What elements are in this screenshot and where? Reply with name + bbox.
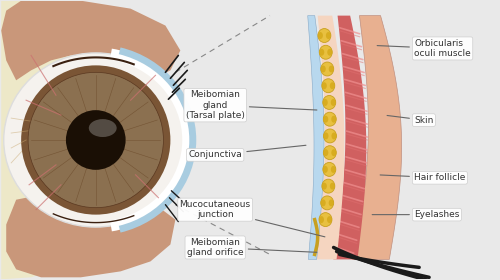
Ellipse shape: [324, 129, 336, 143]
Text: Mucocutaneous
junction: Mucocutaneous junction: [180, 200, 325, 237]
Text: Hair follicle: Hair follicle: [380, 173, 466, 182]
Ellipse shape: [318, 32, 323, 39]
Ellipse shape: [323, 95, 336, 109]
Ellipse shape: [328, 199, 334, 206]
Ellipse shape: [331, 166, 336, 173]
Ellipse shape: [318, 29, 331, 43]
Ellipse shape: [322, 82, 327, 89]
Ellipse shape: [324, 116, 328, 123]
Text: Eyelashes: Eyelashes: [372, 210, 460, 219]
Ellipse shape: [328, 66, 334, 73]
Ellipse shape: [319, 213, 332, 227]
Text: Orbicularis
oculi muscle: Orbicularis oculi muscle: [377, 39, 471, 58]
Ellipse shape: [332, 149, 336, 156]
Ellipse shape: [332, 132, 336, 139]
Polygon shape: [308, 16, 324, 259]
Ellipse shape: [322, 183, 327, 190]
Ellipse shape: [324, 146, 336, 160]
Ellipse shape: [324, 149, 328, 156]
Ellipse shape: [320, 196, 334, 210]
Polygon shape: [6, 192, 175, 277]
Ellipse shape: [322, 79, 335, 93]
Ellipse shape: [330, 82, 335, 89]
Ellipse shape: [320, 45, 332, 59]
Ellipse shape: [332, 116, 336, 123]
Ellipse shape: [324, 132, 328, 139]
Ellipse shape: [330, 183, 335, 190]
Text: Conjunctiva: Conjunctiva: [188, 145, 306, 159]
Ellipse shape: [320, 199, 326, 206]
Ellipse shape: [323, 99, 328, 106]
Circle shape: [66, 110, 126, 170]
Text: Meibomian
gland orifice: Meibomian gland orifice: [187, 238, 317, 257]
Circle shape: [21, 65, 171, 215]
Text: Meibomian
gland
(Tarsal plate): Meibomian gland (Tarsal plate): [186, 90, 317, 120]
Polygon shape: [334, 16, 366, 259]
Ellipse shape: [322, 179, 335, 193]
Polygon shape: [1, 1, 180, 80]
Ellipse shape: [320, 49, 324, 56]
Ellipse shape: [328, 49, 332, 56]
Polygon shape: [1, 1, 91, 279]
Ellipse shape: [323, 166, 328, 173]
Ellipse shape: [321, 66, 326, 73]
Ellipse shape: [331, 99, 336, 106]
Ellipse shape: [321, 62, 334, 76]
Polygon shape: [316, 16, 344, 259]
Ellipse shape: [324, 112, 336, 126]
Text: Skin: Skin: [387, 115, 434, 125]
Polygon shape: [352, 16, 402, 259]
Ellipse shape: [89, 119, 117, 137]
Ellipse shape: [323, 162, 336, 176]
Circle shape: [28, 72, 164, 208]
Ellipse shape: [327, 216, 332, 223]
Ellipse shape: [319, 216, 324, 223]
Ellipse shape: [326, 32, 331, 39]
Ellipse shape: [4, 53, 188, 227]
